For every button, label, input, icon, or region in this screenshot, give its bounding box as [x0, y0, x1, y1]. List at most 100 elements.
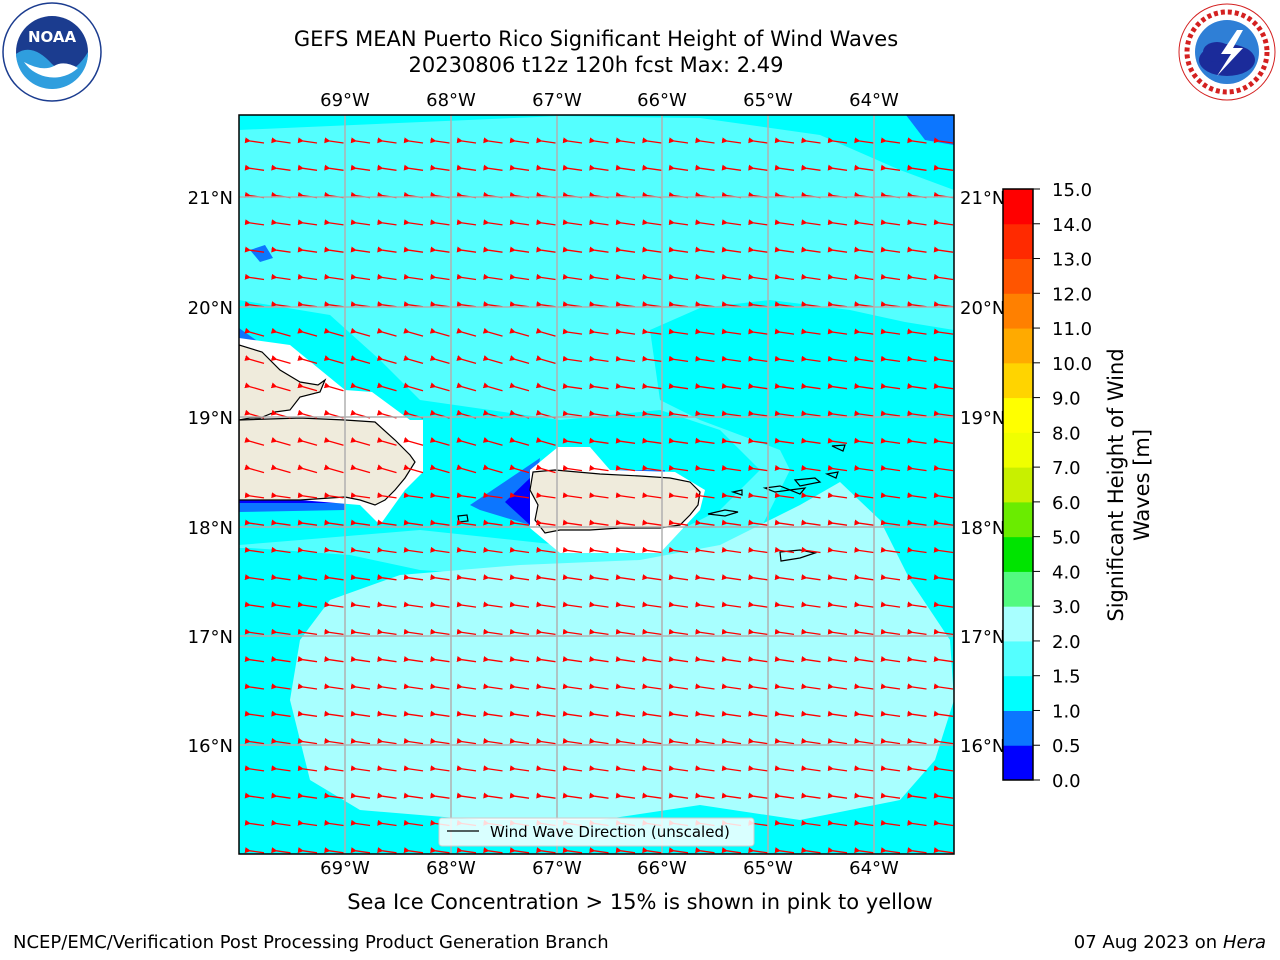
wave-arrow — [854, 519, 874, 526]
wave-arrow — [748, 656, 768, 663]
wave-arrow — [801, 137, 821, 144]
wave-arrow — [642, 737, 662, 745]
wave-arrow — [589, 847, 609, 854]
wave-arrow — [933, 437, 954, 444]
wave-arrow — [377, 819, 397, 827]
wave-arrow — [297, 492, 318, 499]
wave-arrow — [880, 792, 901, 799]
wave-arrow — [854, 464, 874, 472]
wave-arrow — [854, 847, 874, 854]
map-legend: Wind Wave Direction (unscaled) — [438, 817, 755, 847]
colorbar-segment-1 — [1003, 710, 1033, 746]
wave-arrow — [880, 437, 901, 444]
lon-label-bottom-2: 67°W — [532, 858, 582, 879]
wave-arrow — [350, 219, 371, 226]
wave-arrow — [801, 410, 821, 417]
wave-arrow — [403, 847, 424, 854]
wave-arrow — [456, 792, 477, 799]
wave-patch-northeast — [906, 115, 954, 145]
wave-arrow — [748, 464, 768, 472]
wave-arrow — [270, 437, 291, 446]
wave-arrow — [244, 273, 265, 281]
wave-arrow — [774, 683, 795, 690]
wave-arrow — [430, 847, 450, 854]
wave-arrow — [880, 819, 901, 827]
wave-arrow — [748, 574, 768, 581]
lon-labels-bottom: 69°W 68°W 67°W 66°W 65°W 64°W — [320, 858, 899, 879]
colorbar-segment-15 — [1003, 223, 1033, 260]
wave-arrow — [562, 437, 583, 444]
wave-arrow — [456, 546, 477, 554]
wave-arrow — [933, 546, 954, 554]
wave-arrow — [482, 382, 503, 392]
wave-arrow — [270, 464, 291, 474]
lon-labels-top: 69°W 68°W 67°W 66°W 65°W 64°W — [320, 90, 899, 111]
wave-band-2-0-3-0 — [290, 482, 954, 820]
wave-arrow — [695, 410, 715, 417]
lat-label-right-2: 19°N — [960, 408, 1005, 429]
wave-arrow — [403, 464, 424, 474]
wave-arrow — [827, 464, 848, 472]
colorbar-tick-label-4: 2.0 — [1052, 632, 1081, 653]
wave-arrow — [509, 137, 530, 144]
wave-arrow — [536, 601, 556, 608]
wave-arrow — [377, 137, 397, 144]
wave-arrow — [562, 710, 583, 717]
wave-arrow — [668, 710, 689, 717]
wave-arrow — [801, 164, 821, 171]
wave-arrow — [827, 246, 848, 253]
wave-arrow — [350, 327, 371, 337]
wave-arrow — [721, 656, 742, 663]
wave-arrow — [854, 328, 874, 335]
wave-arrow — [509, 710, 530, 717]
lon-label-bottom-4: 65°W — [743, 858, 793, 879]
wave-arrow — [244, 710, 265, 717]
wave-arrow — [509, 327, 530, 337]
wave-arrow — [562, 246, 583, 253]
wave-arrow — [271, 492, 291, 499]
wave-arrow — [589, 273, 609, 281]
wave-arrow — [721, 546, 742, 554]
wave-arrow — [748, 601, 768, 608]
wave-arrow — [535, 382, 556, 392]
wave-arrow — [933, 355, 954, 363]
wave-arrow — [430, 601, 450, 608]
land-hispaniola-south — [239, 417, 416, 506]
wave-arrow — [509, 847, 530, 854]
wave-arrow — [350, 737, 371, 745]
wave-arrow — [748, 219, 768, 226]
wave-arrow — [377, 601, 397, 608]
wave-arrow — [854, 164, 874, 171]
wave-arrow — [880, 765, 901, 772]
wave-arrow — [615, 328, 636, 335]
wave-arrow — [403, 164, 424, 171]
wave-arrow — [801, 519, 821, 526]
wave-arrow — [509, 464, 530, 474]
wave-arrow — [721, 847, 742, 854]
wave-arrow — [244, 737, 265, 745]
wave-arrow — [403, 519, 424, 526]
wave-arrow — [430, 710, 450, 717]
noaa-logo: NOAA — [2, 2, 102, 102]
wave-arrow — [244, 246, 265, 253]
wave-arrow — [827, 164, 848, 171]
wave-arrow — [403, 683, 424, 690]
wave-arrow — [907, 383, 927, 390]
wave-arrow — [827, 792, 848, 799]
wave-arrow — [271, 737, 291, 745]
wave-arrow — [562, 601, 583, 608]
colorbar-segment-13 — [1003, 293, 1033, 329]
wave-arrow — [403, 765, 424, 772]
land-culebra — [730, 489, 743, 496]
wave-arrow — [801, 464, 821, 472]
wave-arrow — [907, 328, 927, 335]
wave-arrow — [271, 847, 291, 854]
wave-arrow — [350, 382, 371, 392]
wave-arrow — [562, 792, 583, 799]
wave-arrow — [324, 601, 344, 608]
wave-arrow — [430, 246, 450, 253]
wave-arrow — [615, 574, 636, 581]
wave-arrow — [483, 656, 503, 663]
wave-arrow — [933, 410, 954, 417]
wave-arrow — [271, 628, 291, 636]
